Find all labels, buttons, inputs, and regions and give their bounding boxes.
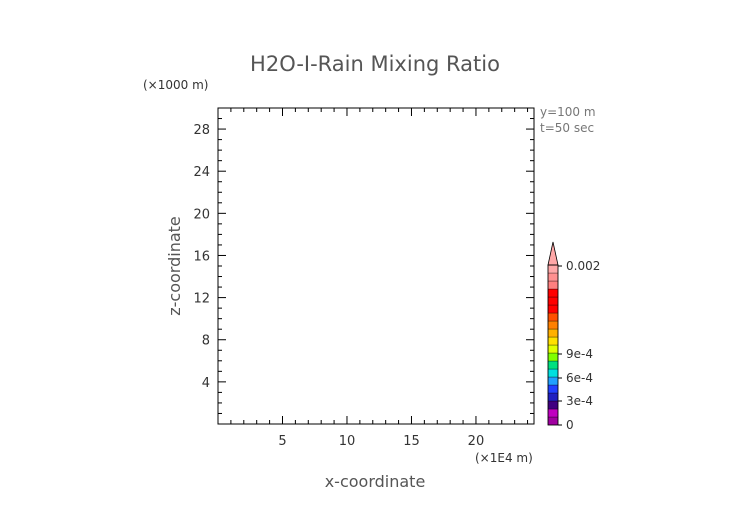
y-tick-label: 20 (193, 207, 210, 222)
y-tick-label: 16 (193, 249, 210, 264)
colorbar-segment (547, 304, 559, 314)
colorbar-segment (547, 328, 559, 338)
colorbar-label: 6e-4 (566, 371, 593, 385)
colorbar: 0 3e-4 6e-4 9e-4 0.002 (547, 241, 600, 432)
y-axis-label: z-coordinate (165, 216, 184, 316)
annotation-t: t=50 sec (540, 121, 594, 135)
colorbar-frame (547, 264, 559, 426)
x-axis: 5 10 15 20 (230, 108, 529, 449)
colorbar-segment (547, 408, 559, 418)
y-tick-label: 28 (193, 123, 210, 138)
y-axis: 4 8 12 16 20 24 28 (193, 118, 534, 414)
colorbar-segment (547, 320, 559, 330)
colorbar-segment (547, 296, 559, 306)
y-unit-label: (×1000 m) (143, 78, 208, 92)
colorbar-segment (547, 288, 559, 298)
colorbar-segment (547, 376, 559, 386)
colorbar-segment (547, 312, 559, 322)
colorbar-label: 0.002 (566, 259, 600, 273)
colorbar-segment (547, 272, 559, 282)
colorbar-segment (547, 384, 559, 394)
y-tick-label: 24 (193, 165, 210, 180)
colorbar-segment (547, 400, 559, 410)
x-tick-label: 5 (278, 434, 286, 449)
colorbar-segment (547, 360, 559, 370)
chart-title: H2O-I-Rain Mixing Ratio (250, 52, 500, 76)
x-tick-label: 20 (468, 434, 485, 449)
colorbar-segment (547, 336, 559, 346)
colorbar-segment (547, 344, 559, 354)
x-tick-label: 10 (339, 434, 356, 449)
y-tick-label: 12 (193, 292, 210, 307)
colorbar-segment (547, 368, 559, 378)
colorbar-segment (547, 264, 559, 274)
x-axis-label: x-coordinate (325, 472, 426, 491)
plot-frame (217, 107, 535, 425)
annotation-y: y=100 m (540, 105, 596, 119)
colorbar-label: 3e-4 (566, 394, 593, 408)
y-tick-label: 8 (202, 334, 210, 349)
colorbar-segment (547, 392, 559, 402)
y-tick-label: 4 (202, 376, 210, 391)
x-tick-label: 15 (403, 434, 420, 449)
colorbar-label: 9e-4 (566, 347, 593, 361)
colorbar-extend-arrow (547, 241, 559, 266)
x-unit-label: (×1E4 m) (475, 451, 533, 465)
colorbar-segment (547, 352, 559, 362)
colorbar-segment (547, 280, 559, 290)
colorbar-label: 0 (566, 418, 574, 432)
colorbar-segment (547, 416, 559, 426)
